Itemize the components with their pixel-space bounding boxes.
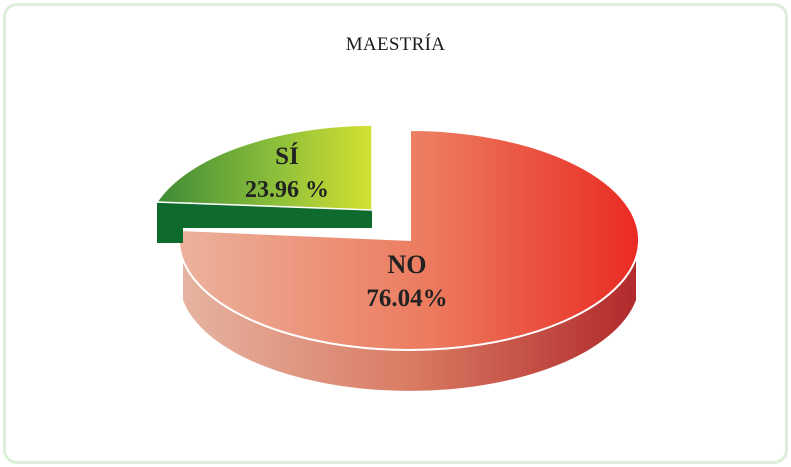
slice-label-si-name: SÍ — [275, 142, 299, 170]
slice-label-no-name: NO — [388, 250, 427, 279]
pie-slice-no — [178, 128, 641, 351]
pie-slice-si — [155, 124, 373, 211]
slice-label-no-value: 76.04% — [366, 285, 447, 312]
chart-title: MAESTRÍA — [345, 34, 446, 55]
pie-slice-no-side — [183, 240, 636, 391]
slice-label-si-value: 23.96 % — [245, 177, 329, 203]
pie-slice-si-side — [157, 202, 372, 243]
